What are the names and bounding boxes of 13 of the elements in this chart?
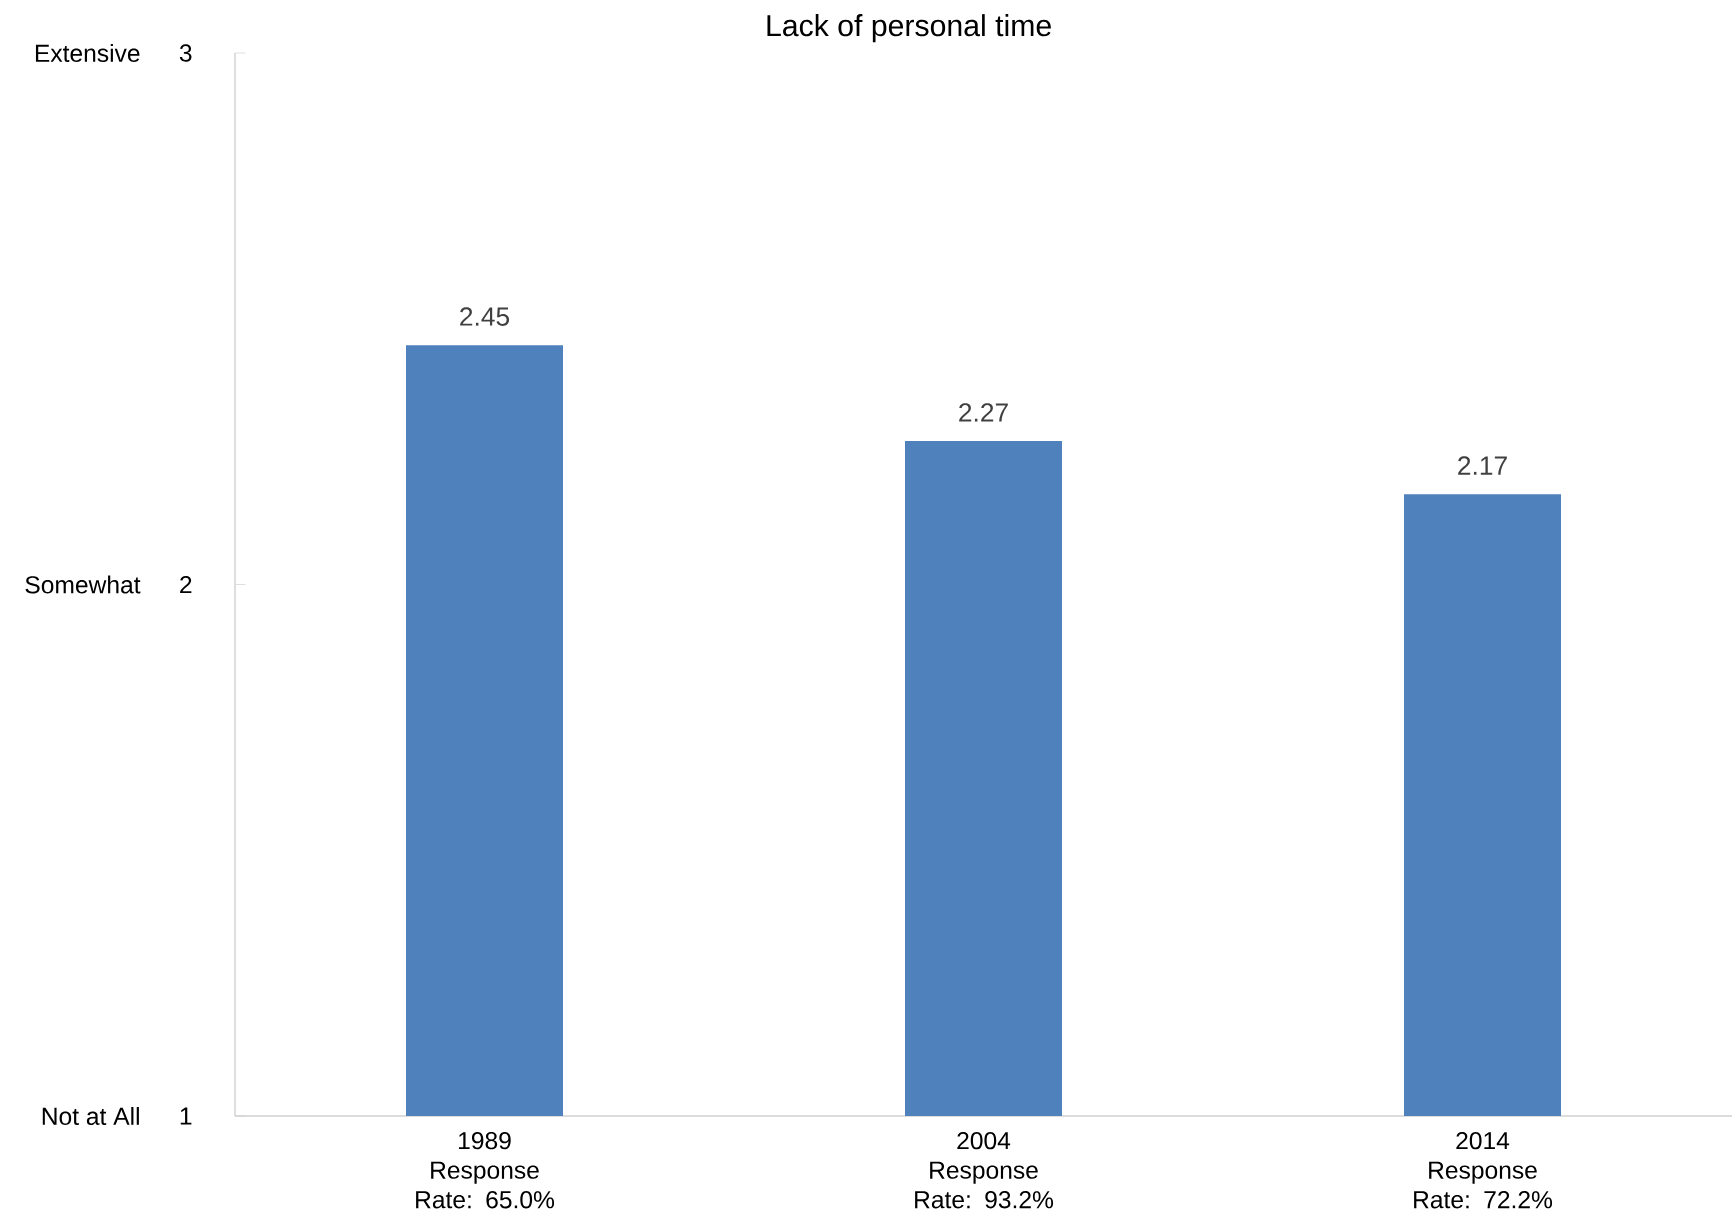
data-label: 2.45	[460, 307, 510, 326]
y-tick-label: 1	[180, 1107, 192, 1125]
x-tick-label: 2014 Response Rate: 72.2%	[1414, 1131, 1553, 1209]
text: Not at All	[42, 1106, 139, 1126]
y-tick-label: 3	[179, 44, 192, 62]
text: Extensive	[35, 43, 140, 63]
text: Somewhat	[25, 575, 141, 594]
x-tick-label: 1989 Response Rate: 65.0%	[416, 1131, 555, 1209]
chart-title: Lack of personal time	[767, 14, 1051, 43]
x-tick-label: 2004 Response Rate: 93.2%	[915, 1131, 1054, 1209]
data-label: 2.17	[1458, 456, 1507, 475]
y-tick-label: 2	[180, 575, 192, 594]
data-label: 2.27	[959, 403, 1008, 422]
